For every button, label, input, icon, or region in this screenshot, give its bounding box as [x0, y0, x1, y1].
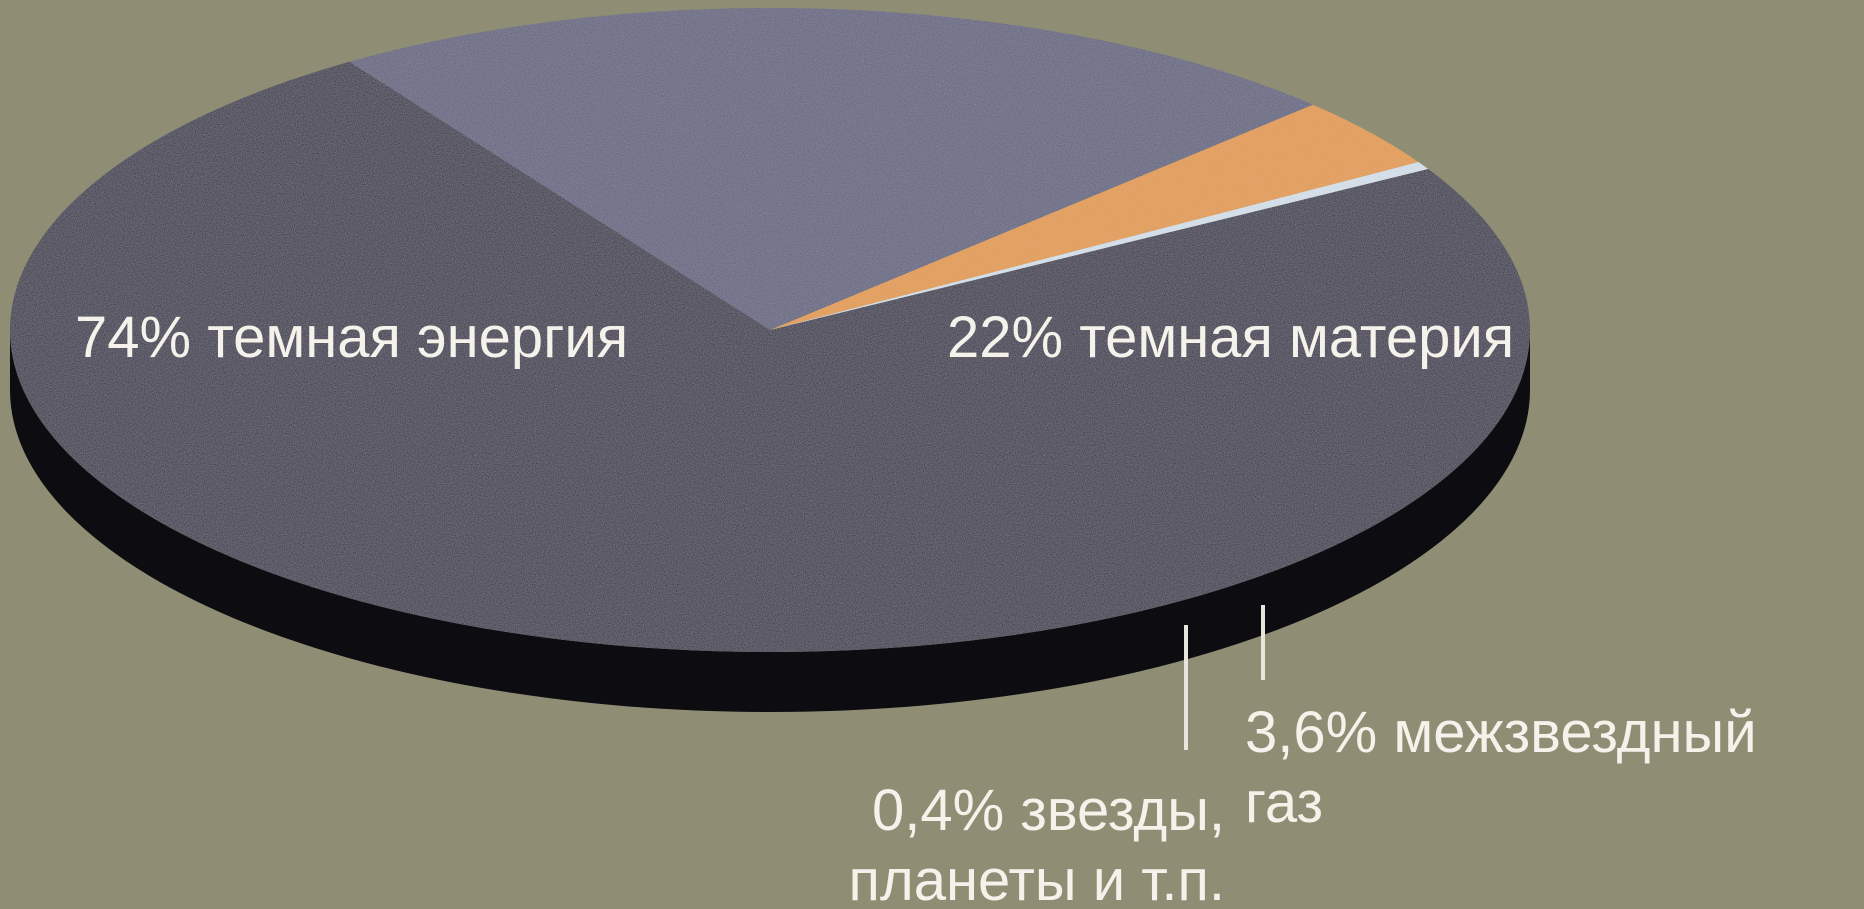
label-dark-energy-line-1: 74% темная энергия [75, 305, 628, 370]
slice-labels: 74% темная энергия 22% темная материя 3,6%… [75, 305, 1757, 909]
label-stars-planets-line-2: планеты и т.п. [848, 848, 1225, 909]
slice-dark-energy [10, 61, 1531, 652]
label-stars-planets: 0,4% звезды, планеты и т.п. [848, 778, 1225, 909]
slice-dark-matter [349, 7, 1313, 331]
pie-side-wall-band [10, 330, 1530, 712]
leader-lines [1184, 605, 1265, 750]
label-dark-matter-line-1: 22% темная материя [947, 305, 1514, 370]
label-stars-planets-line-1: 0,4% звезды, [872, 778, 1225, 843]
label-interstellar-gas-line-1: 3,6% межзвездный [1245, 700, 1757, 765]
pie-top-face [10, 7, 1531, 652]
pie-side-wall [10, 330, 1530, 712]
slice-stars-planets [770, 162, 1429, 330]
label-dark-matter: 22% темная материя [947, 305, 1514, 370]
label-dark-energy: 74% темная энергия [75, 305, 628, 370]
slice-interstellar-gas [770, 104, 1419, 330]
label-interstellar-gas: 3,6% межзвездный газ [1245, 700, 1757, 835]
label-interstellar-gas-line-2: газ [1245, 770, 1323, 835]
